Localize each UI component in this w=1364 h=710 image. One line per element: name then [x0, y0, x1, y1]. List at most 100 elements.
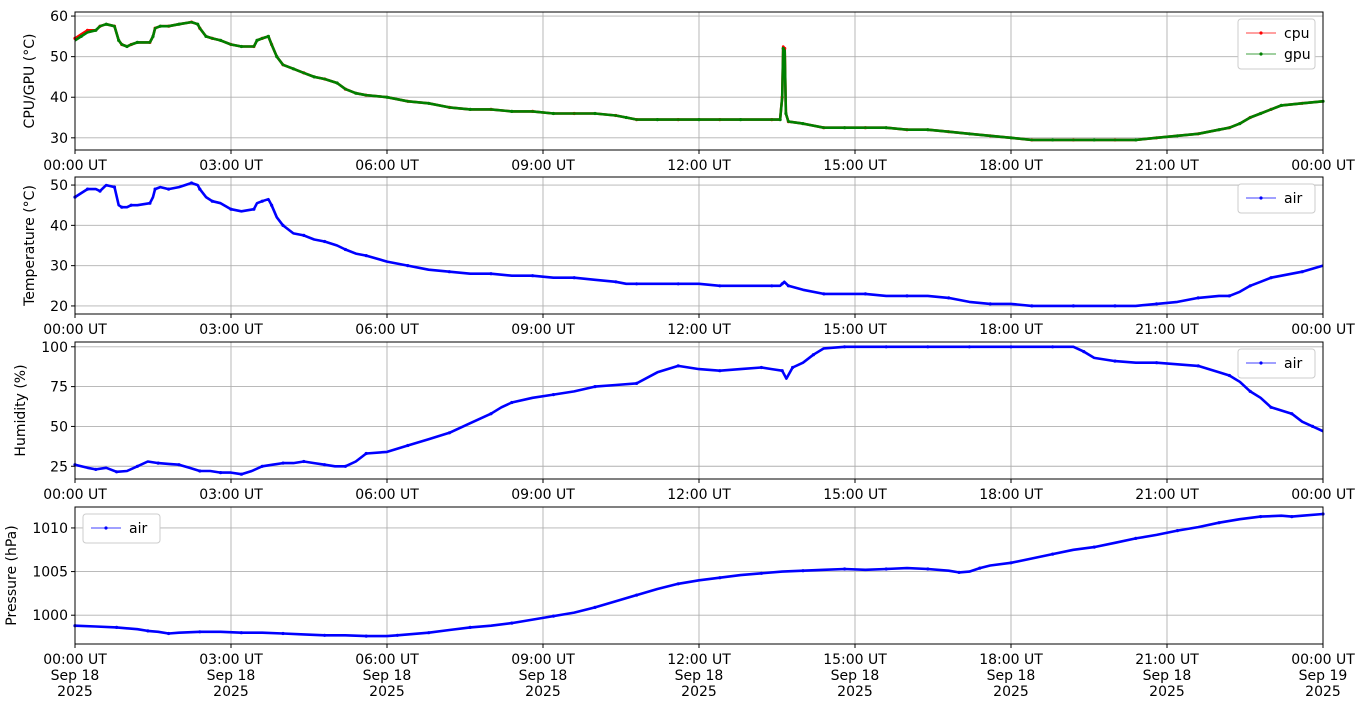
- data-point: [957, 570, 961, 575]
- x-tick-label-line: 18:00 UT: [979, 322, 1043, 338]
- x-tick-label-line: Sep 18: [831, 668, 880, 684]
- data-point: [385, 95, 389, 99]
- x-tick-label-line: Sep 18: [675, 668, 724, 684]
- x-tick-label-line: 00:00 UT: [1291, 322, 1355, 338]
- x-tick-label-line: Sep 18: [363, 668, 412, 684]
- data-point: [624, 115, 628, 120]
- data-point: [863, 292, 868, 296]
- data-point: [801, 569, 805, 573]
- x-tick-label-line: 21:00 UT: [1135, 158, 1199, 174]
- x-tick-label-line: 09:00 UT: [511, 652, 575, 668]
- series-markers-gpu: [79, 22, 1325, 142]
- data-point: [135, 464, 139, 468]
- data-point: [635, 282, 639, 286]
- data-point: [843, 567, 847, 571]
- data-point: [1290, 412, 1294, 416]
- data-point: [759, 571, 764, 575]
- data-point: [302, 459, 306, 464]
- legend-label: air: [1284, 356, 1302, 372]
- data-point: [1269, 405, 1273, 409]
- data-point: [266, 34, 270, 39]
- x-tick-label-line: 09:00 UT: [511, 322, 575, 338]
- data-point: [281, 631, 285, 636]
- data-point: [1051, 552, 1055, 556]
- data-point: [884, 126, 888, 130]
- data-point: [967, 132, 972, 136]
- x-tick-label: 09:00 UT Sep 18 2025: [511, 652, 575, 700]
- x-tick-label-line: 2025: [1305, 684, 1341, 700]
- x-tick-label: 21:00 UT: [1135, 158, 1199, 174]
- x-tick-label: 03:00 UT: [199, 322, 263, 338]
- x-tick-label-line: 2025: [213, 684, 249, 700]
- data-point: [343, 464, 347, 468]
- legend-label: cpu: [1284, 26, 1309, 42]
- x-tick-label-line: 18:00 UT: [979, 487, 1043, 503]
- x-tick-label-line: Sep 18: [207, 668, 256, 684]
- x-tick-label-line: 21:00 UT: [1135, 487, 1199, 503]
- data-point: [988, 302, 992, 306]
- x-tick-label: 03:00 UT Sep 18 2025: [199, 652, 263, 700]
- legend-box: [1237, 18, 1316, 70]
- legend-label: air: [1284, 191, 1302, 207]
- x-tick-label-line: 12:00 UT: [667, 487, 731, 503]
- series-line-air: [74, 181, 1324, 308]
- data-point: [843, 126, 847, 130]
- panel-2: 20 30 40 50 00:00 UT 03:00 UT 06:00 UT 09:00 UT…: [22, 176, 1355, 338]
- x-tick-label: 09:00 UT: [511, 487, 575, 503]
- data-point: [811, 353, 816, 357]
- y-tick-label: 60: [50, 9, 68, 25]
- data-point: [967, 345, 972, 349]
- x-tick-label-line: 2025: [525, 684, 561, 700]
- data-point: [786, 284, 791, 288]
- data-point: [1300, 270, 1304, 274]
- data-point: [697, 118, 701, 122]
- x-tick-label: 12:00 UT: [667, 322, 731, 338]
- legend-box: [82, 513, 161, 544]
- data-point: [447, 431, 451, 435]
- data-point: [167, 631, 171, 636]
- data-point: [120, 205, 124, 209]
- legend-label: air: [129, 521, 147, 537]
- y-tick-label: 75: [50, 380, 68, 396]
- x-tick-label: 21:00 UT: [1135, 322, 1199, 338]
- data-point: [1113, 359, 1117, 363]
- data-point: [1155, 361, 1159, 365]
- panel-3: 25 50 75 100 00:00 UT 03:00 UT 06:00 UT 09:00 U…: [13, 340, 1355, 503]
- data-point: [1238, 122, 1242, 126]
- x-tick-label-line: 12:00 UT: [667, 652, 731, 668]
- data-point: [395, 633, 399, 637]
- x-tick-label-line: 00:00 UT: [43, 652, 107, 668]
- x-tick-label: 15:00 UT Sep 18 2025: [823, 652, 887, 700]
- data-point: [1311, 424, 1315, 428]
- x-tick-label-line: 09:00 UT: [511, 158, 575, 174]
- data-point: [489, 412, 493, 416]
- data-point: [94, 467, 98, 471]
- x-tick-label: 12:00 UT: [667, 158, 731, 174]
- data-point: [676, 364, 680, 368]
- data-point: [427, 101, 431, 105]
- data-point: [115, 470, 119, 474]
- y-tick-label: 1010: [32, 521, 68, 537]
- x-tick-label: 15:00 UT: [823, 158, 887, 174]
- x-tick-label-line: 21:00 UT: [1135, 322, 1199, 338]
- x-tick-label-line: 03:00 UT: [199, 487, 263, 503]
- legend: air: [82, 513, 161, 544]
- data-point: [198, 469, 202, 473]
- data-point: [239, 472, 243, 476]
- x-tick-label-line: 06:00 UT: [355, 487, 419, 503]
- data-point: [791, 365, 795, 370]
- data-point: [1030, 304, 1034, 308]
- data-point: [117, 38, 121, 43]
- data-point: [239, 631, 243, 635]
- data-point: [312, 75, 316, 79]
- data-point: [323, 463, 327, 467]
- series-line-air: [74, 512, 1324, 638]
- data-point: [926, 128, 930, 132]
- data-point: [260, 464, 264, 468]
- data-point: [1134, 536, 1138, 541]
- data-point: [718, 369, 722, 373]
- data-point: [1113, 304, 1117, 308]
- x-tick-label-line: Sep 18: [1143, 668, 1192, 684]
- data-point: [406, 264, 410, 268]
- data-point: [1227, 373, 1231, 378]
